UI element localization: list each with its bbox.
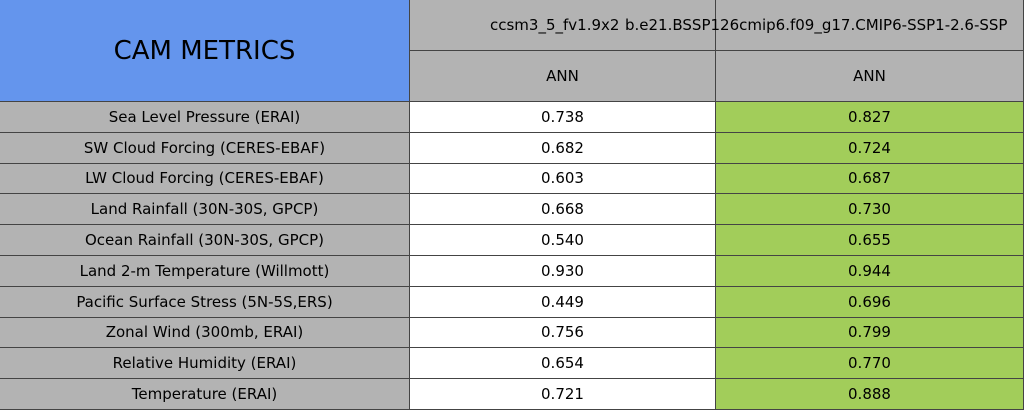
metric-value: 0.944 [716,256,1024,287]
metric-value: 0.721 [410,379,716,410]
metric-value: 0.930 [410,256,716,287]
metric-name: Land 2-m Temperature (Willmott) [0,256,410,287]
metric-value: 0.682 [410,132,716,164]
metric-name: LW Cloud Forcing (CERES-EBAF) [0,163,410,195]
metric-value: 0.687 [716,163,1024,195]
metric-name: Ocean Rainfall (30N-30S, GPCP) [0,225,410,256]
metric-name: Zonal Wind (300mb, ERAI) [0,317,410,349]
table-title: CAM METRICS [0,0,410,102]
metric-name: SW Cloud Forcing (CERES-EBAF) [0,132,410,164]
column-name: ccsm3_5_fv1.9x2 [490,16,620,34]
metric-name: Land Rainfall (30N-30S, GPCP) [0,194,410,226]
metric-value: 0.888 [716,379,1024,410]
metric-value: 0.756 [410,317,716,349]
metric-value: 0.696 [716,286,1024,318]
column-header [716,0,1024,51]
metric-value: 0.799 [716,317,1024,349]
metric-value: 0.449 [410,286,716,318]
metric-value: 0.540 [410,225,716,256]
metric-value: 0.654 [410,348,716,380]
metric-name: Pacific Surface Stress (5N-5S,ERS) [0,286,410,318]
metric-value: 0.668 [410,194,716,226]
metric-value: 0.770 [716,348,1024,380]
metric-value: 0.655 [716,225,1024,256]
column-header [410,0,716,51]
metric-name: Relative Humidity (ERAI) [0,348,410,380]
metric-name: Sea Level Pressure (ERAI) [0,102,410,133]
metric-value: 0.724 [716,132,1024,164]
period-header: ANN [410,51,716,102]
metric-value: 0.603 [410,163,716,195]
column-name: b.e21.BSSP126cmip6.f09_g17.CMIP6-SSP1-2.… [625,16,1008,34]
metric-value: 0.738 [410,102,716,133]
metric-value: 0.827 [716,102,1024,133]
metric-value: 0.730 [716,194,1024,226]
period-header: ANN [716,51,1024,102]
metric-name: Temperature (ERAI) [0,379,410,410]
